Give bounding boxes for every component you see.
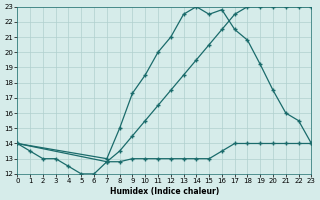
X-axis label: Humidex (Indice chaleur): Humidex (Indice chaleur) <box>110 187 219 196</box>
